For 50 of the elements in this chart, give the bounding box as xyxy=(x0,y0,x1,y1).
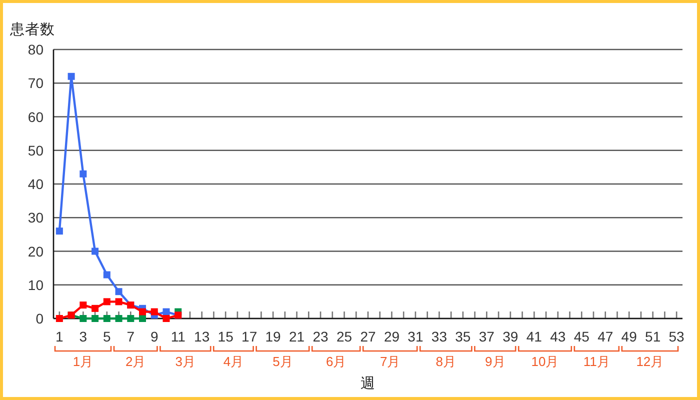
x-tick-label: 7 xyxy=(126,328,135,344)
x-tick-label: 23 xyxy=(312,328,328,344)
y-tick-label: 70 xyxy=(28,75,44,92)
annotation: 9月 xyxy=(485,354,506,369)
x-tick-label: 33 xyxy=(431,328,447,344)
y-tick-label: 50 xyxy=(28,142,44,158)
annotation: 7月 xyxy=(380,354,400,369)
x-tick-label: 15 xyxy=(218,328,234,344)
y-tick-label: 0 xyxy=(36,310,44,326)
annotation: 1月 xyxy=(72,354,94,369)
x-tick-label: 37 xyxy=(478,328,494,344)
x-tick-label: 9 xyxy=(150,328,158,344)
x-tick-label: 17 xyxy=(242,328,258,344)
x-tick-label: 43 xyxy=(550,328,566,344)
x-tick-label: 31 xyxy=(408,328,424,344)
y-tick-label: 20 xyxy=(28,243,44,260)
x-tick-label: 35 xyxy=(455,328,471,344)
x-tick-label: 13 xyxy=(194,328,210,344)
y-tick-label: 10 xyxy=(28,276,44,293)
x-tick-label: 49 xyxy=(621,328,637,344)
x-tick-label: 21 xyxy=(289,328,305,344)
x-tick-label: 5 xyxy=(103,328,111,344)
annotation: 6月 xyxy=(326,354,346,369)
annotation: 10月 xyxy=(531,354,559,369)
x-tick-label: 25 xyxy=(336,328,352,344)
y-tick-label: 30 xyxy=(28,210,44,226)
x-axis-title: 週 xyxy=(360,376,376,392)
y-tick-label: 80 xyxy=(28,42,44,58)
annotation: 8月 xyxy=(436,354,456,369)
x-tick-label: 45 xyxy=(574,328,590,344)
y-tick-label: 60 xyxy=(28,108,44,125)
annotation: 2月 xyxy=(125,354,146,369)
annotation: 3月 xyxy=(175,354,196,369)
annotation: 5月 xyxy=(272,354,293,369)
x-tick-label: 19 xyxy=(265,328,281,344)
x-tick-label: 53 xyxy=(668,328,684,344)
annotation: 4月 xyxy=(223,354,244,369)
x-tick-label: 41 xyxy=(526,328,542,344)
y-axis-title: 患者数 xyxy=(10,22,55,38)
x-tick-label: 29 xyxy=(384,328,400,344)
x-tick-label: 1 xyxy=(56,328,64,344)
annotation: 12月 xyxy=(636,354,664,369)
x-tick-label: 47 xyxy=(598,328,614,344)
x-tick-label: 3 xyxy=(79,328,88,344)
x-tick-label: 11 xyxy=(170,328,186,344)
x-tick-label: 51 xyxy=(645,328,661,344)
x-tick-label: 27 xyxy=(360,328,376,344)
x-tick-label: 39 xyxy=(502,328,518,344)
y-tick-label: 40 xyxy=(28,176,44,192)
annotation: 11月 xyxy=(583,354,610,369)
